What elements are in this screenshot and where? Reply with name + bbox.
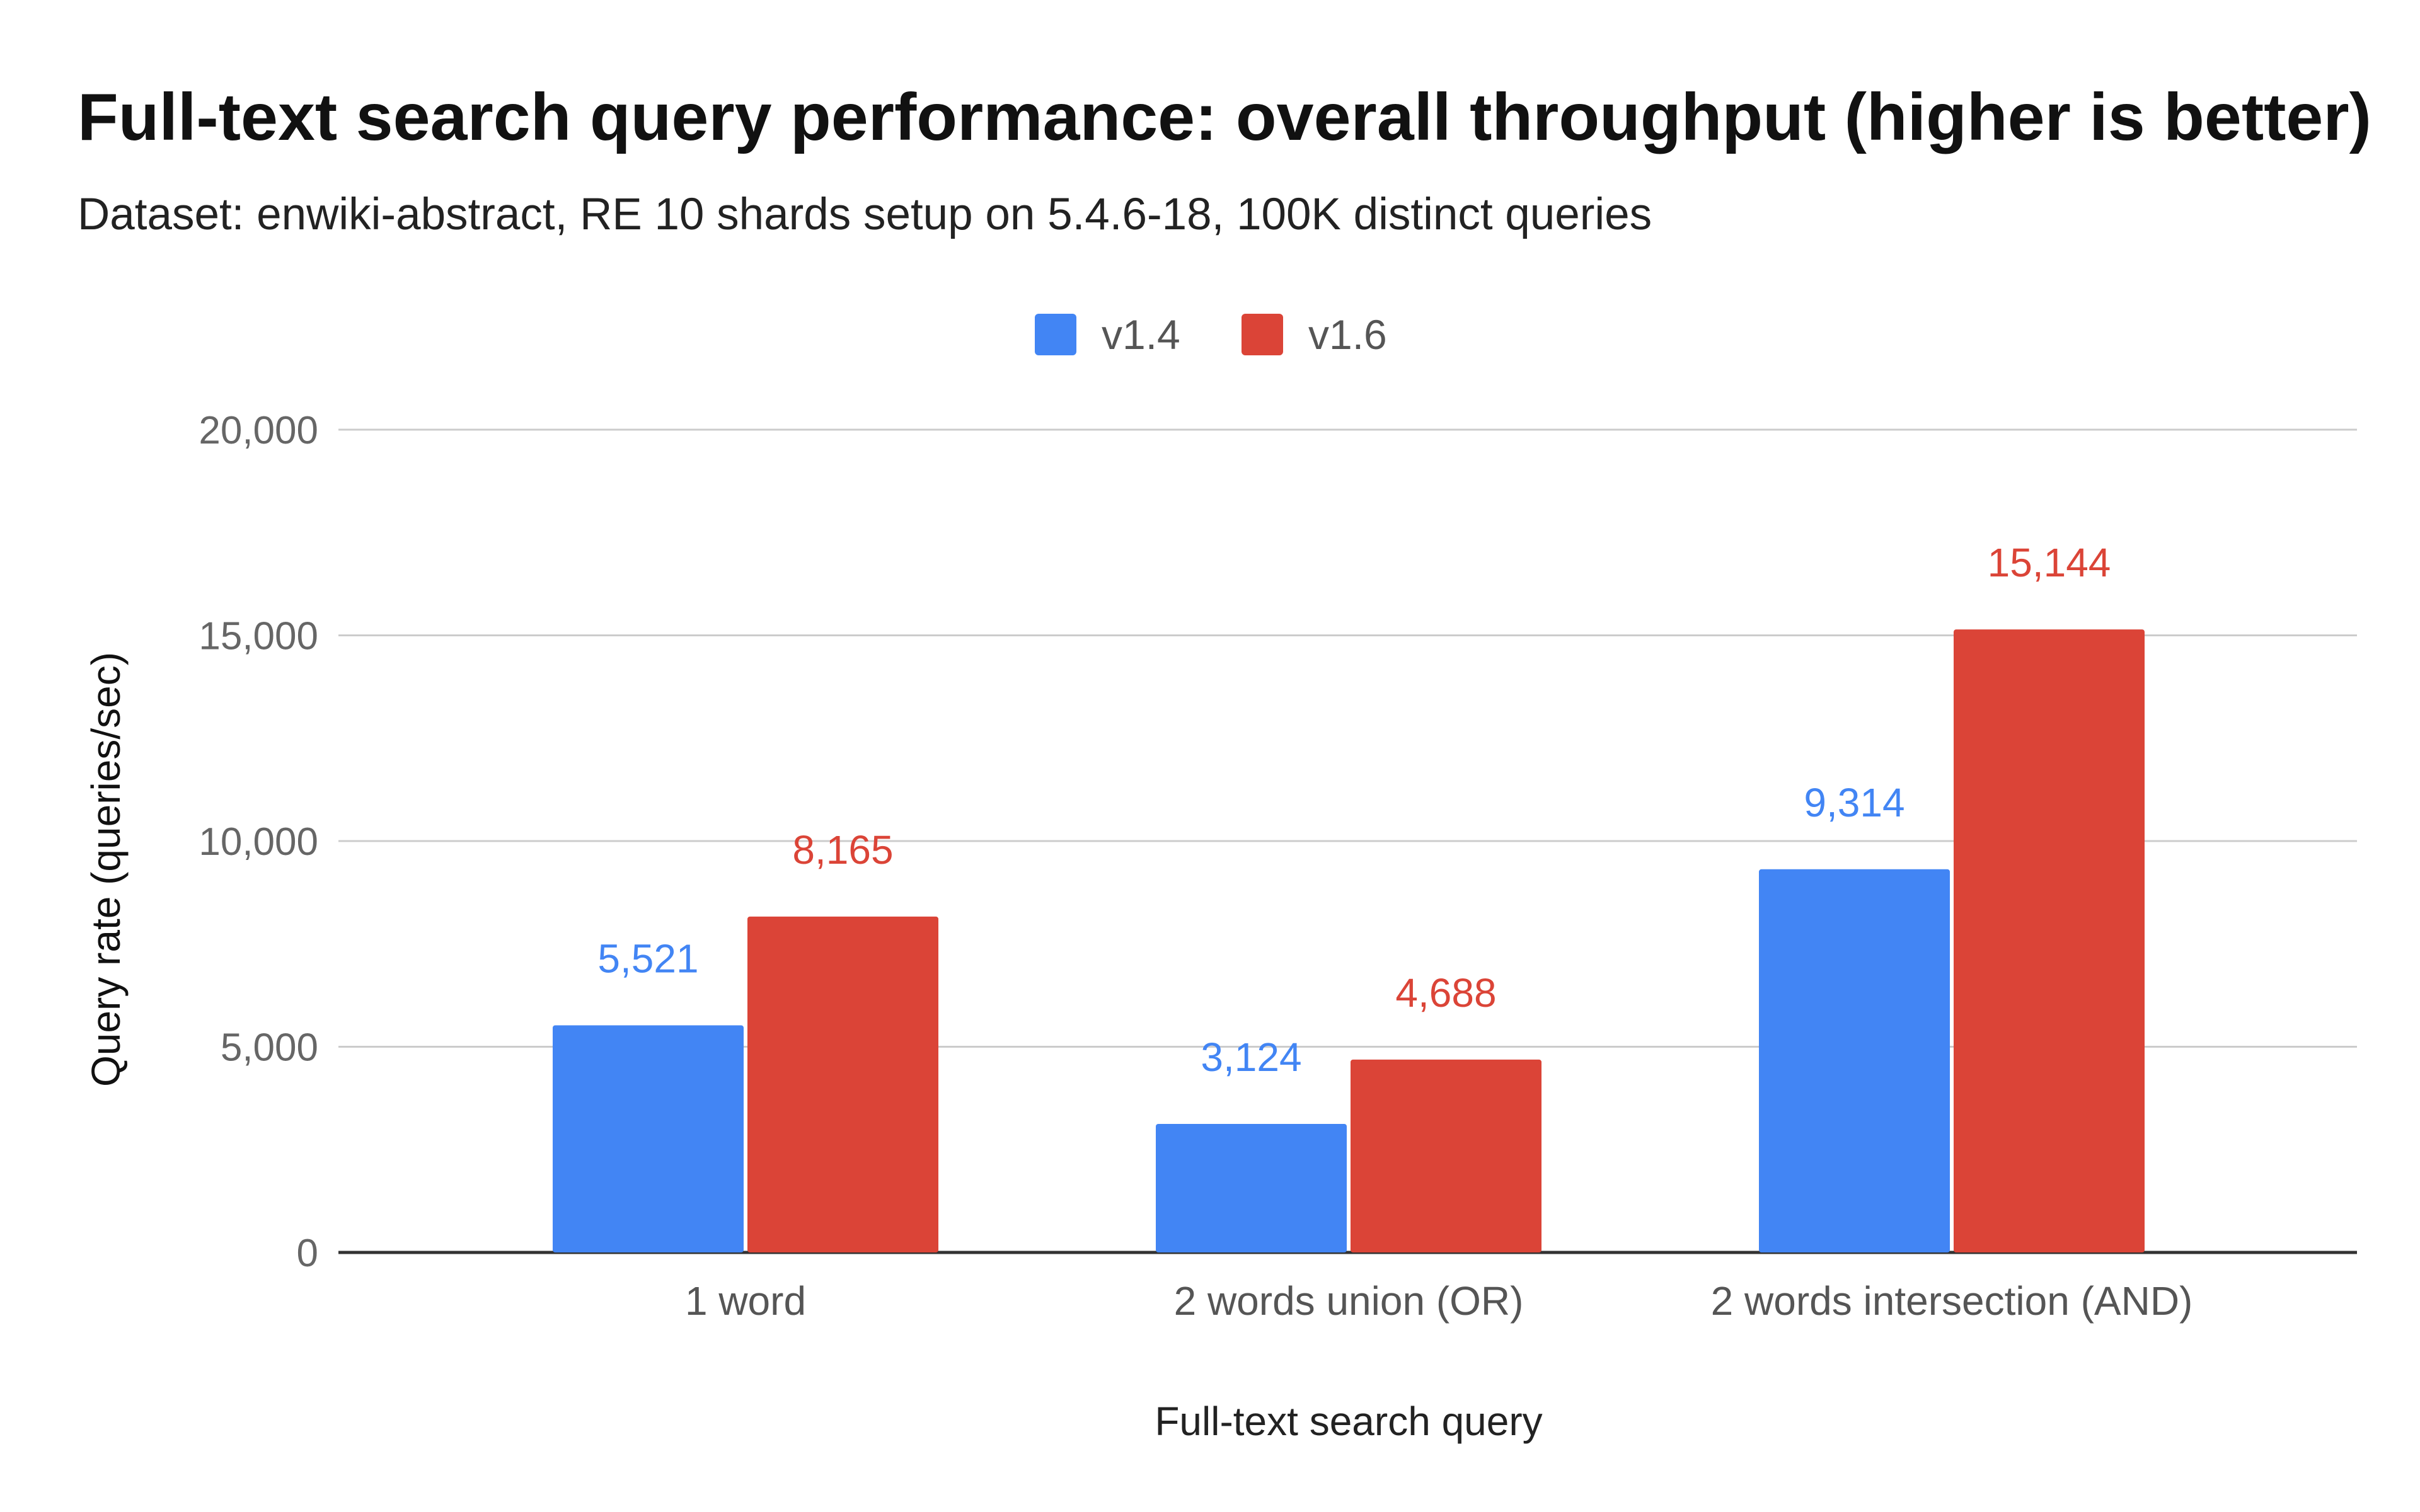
data-label-v1-4-2: 9,314 [1804, 780, 1904, 825]
x-tick-label: 2 words intersection (AND) [1711, 1278, 2193, 1324]
x-tick-label: 2 words union (OR) [1174, 1278, 1524, 1324]
y-tick-label: 20,000 [199, 409, 318, 452]
legend-label-v1-4: v1.4 [1102, 311, 1180, 358]
bar-v1-6-0 [747, 916, 938, 1252]
x-tick-label: 1 word [685, 1278, 806, 1324]
data-labels: 5,521 8,165 3,124 4,688 9,314 15,144 [597, 540, 2111, 1080]
data-label-v1-6-2: 15,144 [1988, 540, 2111, 585]
bar-v1-4-2 [1759, 869, 1950, 1252]
data-label-v1-4-0: 5,521 [597, 936, 698, 981]
legend-swatch-v1-6 [1242, 314, 1283, 355]
x-axis-title: Full-text search query [1155, 1399, 1542, 1444]
bars [553, 629, 2145, 1252]
y-tick-labels: 0 5,000 10,000 15,000 20,000 [199, 409, 318, 1275]
data-label-v1-6-1: 4,688 [1395, 970, 1496, 1016]
y-tick-label: 5,000 [221, 1026, 318, 1070]
bar-v1-4-0 [553, 1025, 744, 1252]
legend-item-v1-4: v1.4 [1035, 306, 1180, 363]
chart-subtitle: Dataset: enwiki-abstract, RE 10 shards s… [78, 190, 1652, 239]
y-tick-label: 15,000 [199, 615, 318, 658]
legend-item-v1-6: v1.6 [1242, 306, 1387, 363]
bar-v1-6-2 [1954, 629, 2145, 1252]
legend-label-v1-6: v1.6 [1308, 311, 1387, 358]
bar-v1-4-1 [1156, 1124, 1347, 1252]
y-axis-title: Query rate (queries/sec) [83, 652, 129, 1087]
data-label-v1-6-0: 8,165 [792, 827, 893, 873]
legend-swatch-v1-4 [1035, 314, 1076, 355]
y-tick-label: 0 [297, 1232, 318, 1275]
y-tick-label: 10,000 [199, 820, 318, 864]
x-tick-labels: 1 word 2 words union (OR) 2 words intersec… [685, 1278, 2192, 1324]
chart-title: Full-text search query performance: over… [78, 80, 2371, 154]
bar-v1-6-1 [1351, 1059, 1541, 1252]
legend: v1.4 v1.6 [0, 306, 2420, 363]
data-label-v1-4-1: 3,124 [1201, 1034, 1301, 1080]
